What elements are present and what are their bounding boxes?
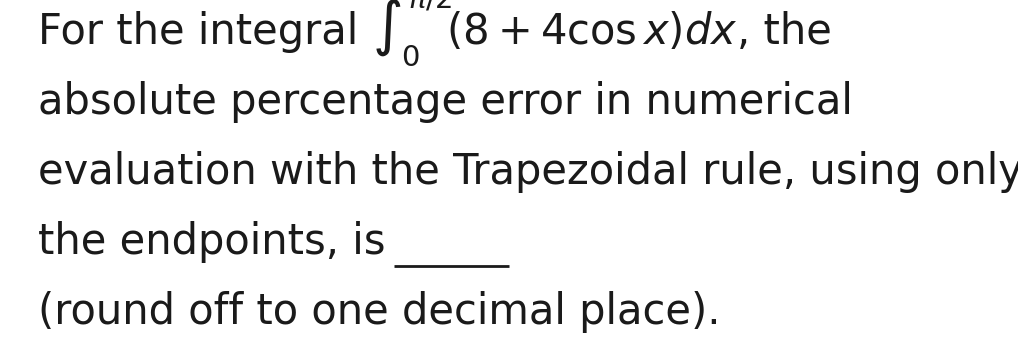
- Text: $\int_0^{\pi/2}\!(8 + 4\cos x)dx$: $\int_0^{\pi/2}\!(8 + 4\cos x)dx$: [372, 0, 737, 68]
- Text: (round off to one decimal place).: (round off to one decimal place).: [38, 291, 721, 333]
- Text: For the integral: For the integral: [38, 11, 372, 53]
- Text: the endpoints, is: the endpoints, is: [38, 221, 386, 263]
- Text: evaluation with the Trapezoidal rule, using only: evaluation with the Trapezoidal rule, us…: [38, 151, 1018, 193]
- Text: absolute percentage error in numerical: absolute percentage error in numerical: [38, 81, 853, 123]
- Text: , the: , the: [737, 11, 832, 53]
